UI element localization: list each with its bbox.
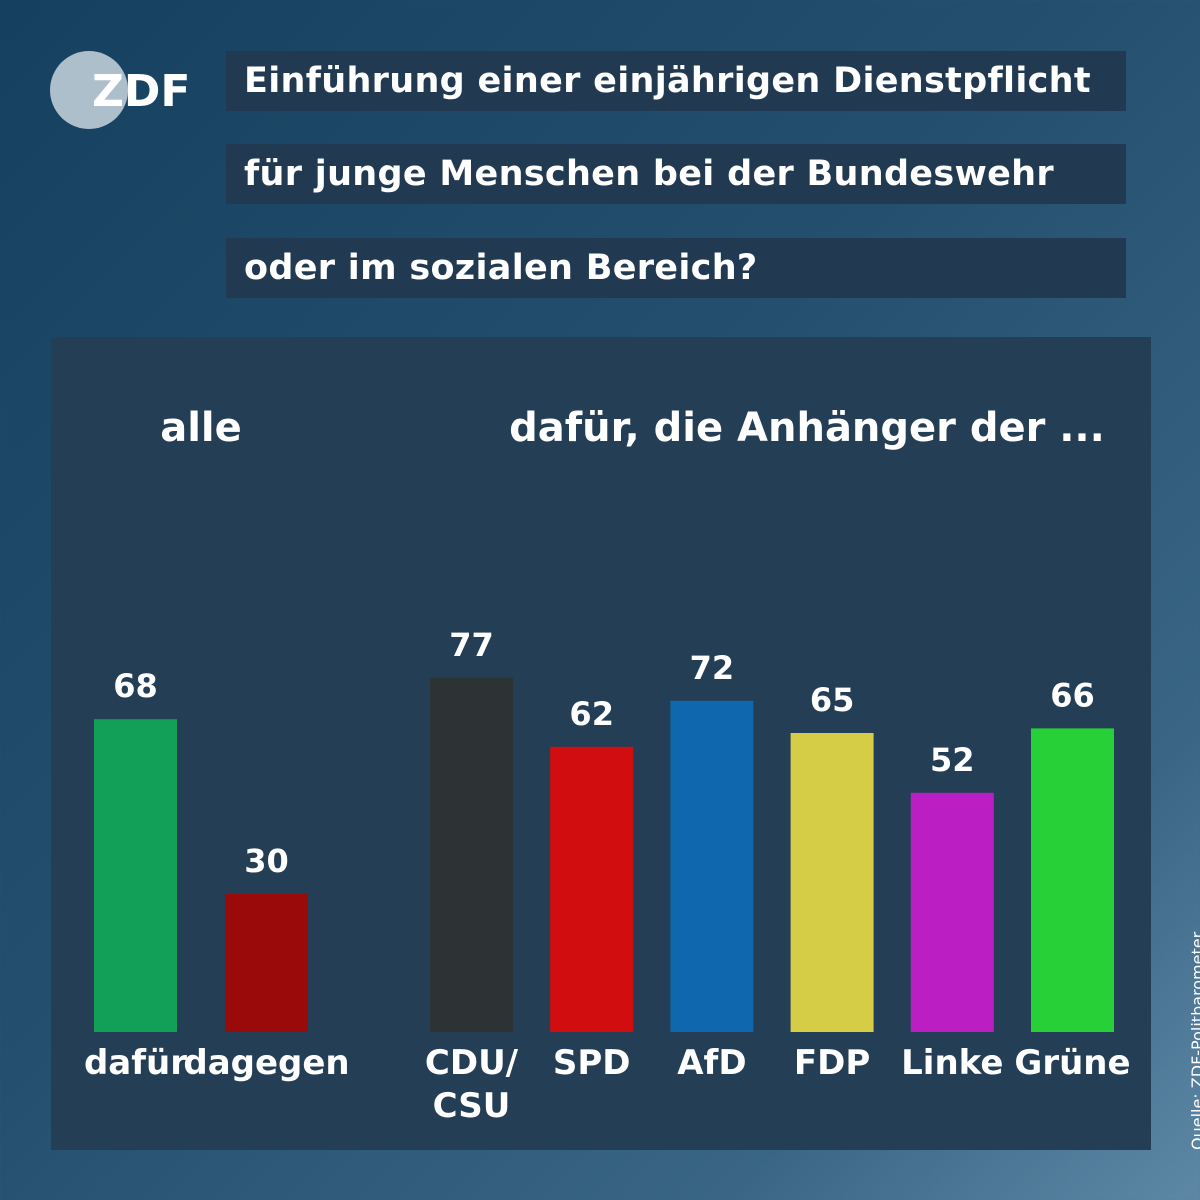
value-label-dagegen: 30 bbox=[244, 842, 289, 880]
category-label-line: SPD bbox=[553, 1043, 631, 1083]
category-label-line: Linke bbox=[901, 1043, 1003, 1083]
bar-linke bbox=[910, 792, 994, 1032]
category-label-line: Grüne bbox=[1014, 1043, 1130, 1083]
chart-panel: alle dafür, die Anhänger der ... 68 dafür… bbox=[51, 337, 1151, 1150]
chart-title-parties: dafür, die Anhänger der ... bbox=[509, 405, 1105, 451]
category-label-afd: AfD bbox=[677, 1043, 746, 1083]
source-note: Quelle: ZDF-Politbarometer bbox=[1188, 931, 1200, 1150]
zdf-logo-text: ZDF bbox=[92, 66, 190, 117]
category-label-dagegen: dagegen bbox=[183, 1043, 349, 1083]
value-label-afd: 72 bbox=[690, 649, 735, 687]
category-label-line: AfD bbox=[677, 1043, 746, 1083]
bars-layer: 68 dafür 30 dagegen 77 CDU/CSU 62 SPD 72 AfD 65 FDP… bbox=[84, 626, 1131, 1126]
value-label-gruene: 66 bbox=[1050, 676, 1095, 714]
value-label-cdu-csu: 77 bbox=[449, 626, 494, 664]
bar-afd bbox=[670, 700, 754, 1032]
bar-gruene bbox=[1031, 728, 1114, 1032]
title-line-2: für junge Menschen bei der Bundeswehr bbox=[226, 144, 1126, 204]
title-line-1: Einführung einer einjährigen Dienstpflic… bbox=[226, 51, 1126, 111]
category-label-line: CSU bbox=[433, 1086, 511, 1126]
bar-cdu-csu bbox=[430, 677, 513, 1032]
title-line-3: oder im sozialen Bereich? bbox=[226, 238, 1126, 298]
value-label-spd: 62 bbox=[569, 695, 614, 733]
category-label-fdp: FDP bbox=[794, 1043, 870, 1083]
zdf-logo: ZDF bbox=[50, 51, 190, 129]
category-label-line: FDP bbox=[794, 1043, 870, 1083]
zdf-logo-circle bbox=[50, 51, 128, 129]
value-label-dafuer: 68 bbox=[113, 667, 158, 705]
category-label-spd: SPD bbox=[553, 1043, 631, 1083]
bar-dagegen bbox=[225, 894, 308, 1032]
bar-spd bbox=[550, 746, 634, 1032]
chart-canvas: alle dafür, die Anhänger der ... 68 dafür… bbox=[84, 405, 1131, 1126]
category-label-line: dagegen bbox=[183, 1043, 349, 1083]
chart-title-all: alle bbox=[160, 405, 242, 451]
value-label-fdp: 65 bbox=[810, 681, 855, 719]
value-label-linke: 52 bbox=[930, 741, 975, 779]
category-label-dafuer: dafür bbox=[84, 1043, 187, 1083]
category-label-line: CDU/ bbox=[425, 1043, 519, 1083]
category-label-gruene: Grüne bbox=[1014, 1043, 1130, 1083]
bar-dafuer bbox=[94, 719, 177, 1032]
category-label-cdu-csu: CDU/CSU bbox=[425, 1043, 519, 1126]
category-label-line: dafür bbox=[84, 1043, 187, 1083]
bar-fdp bbox=[790, 733, 874, 1032]
category-label-linke: Linke bbox=[901, 1043, 1003, 1083]
